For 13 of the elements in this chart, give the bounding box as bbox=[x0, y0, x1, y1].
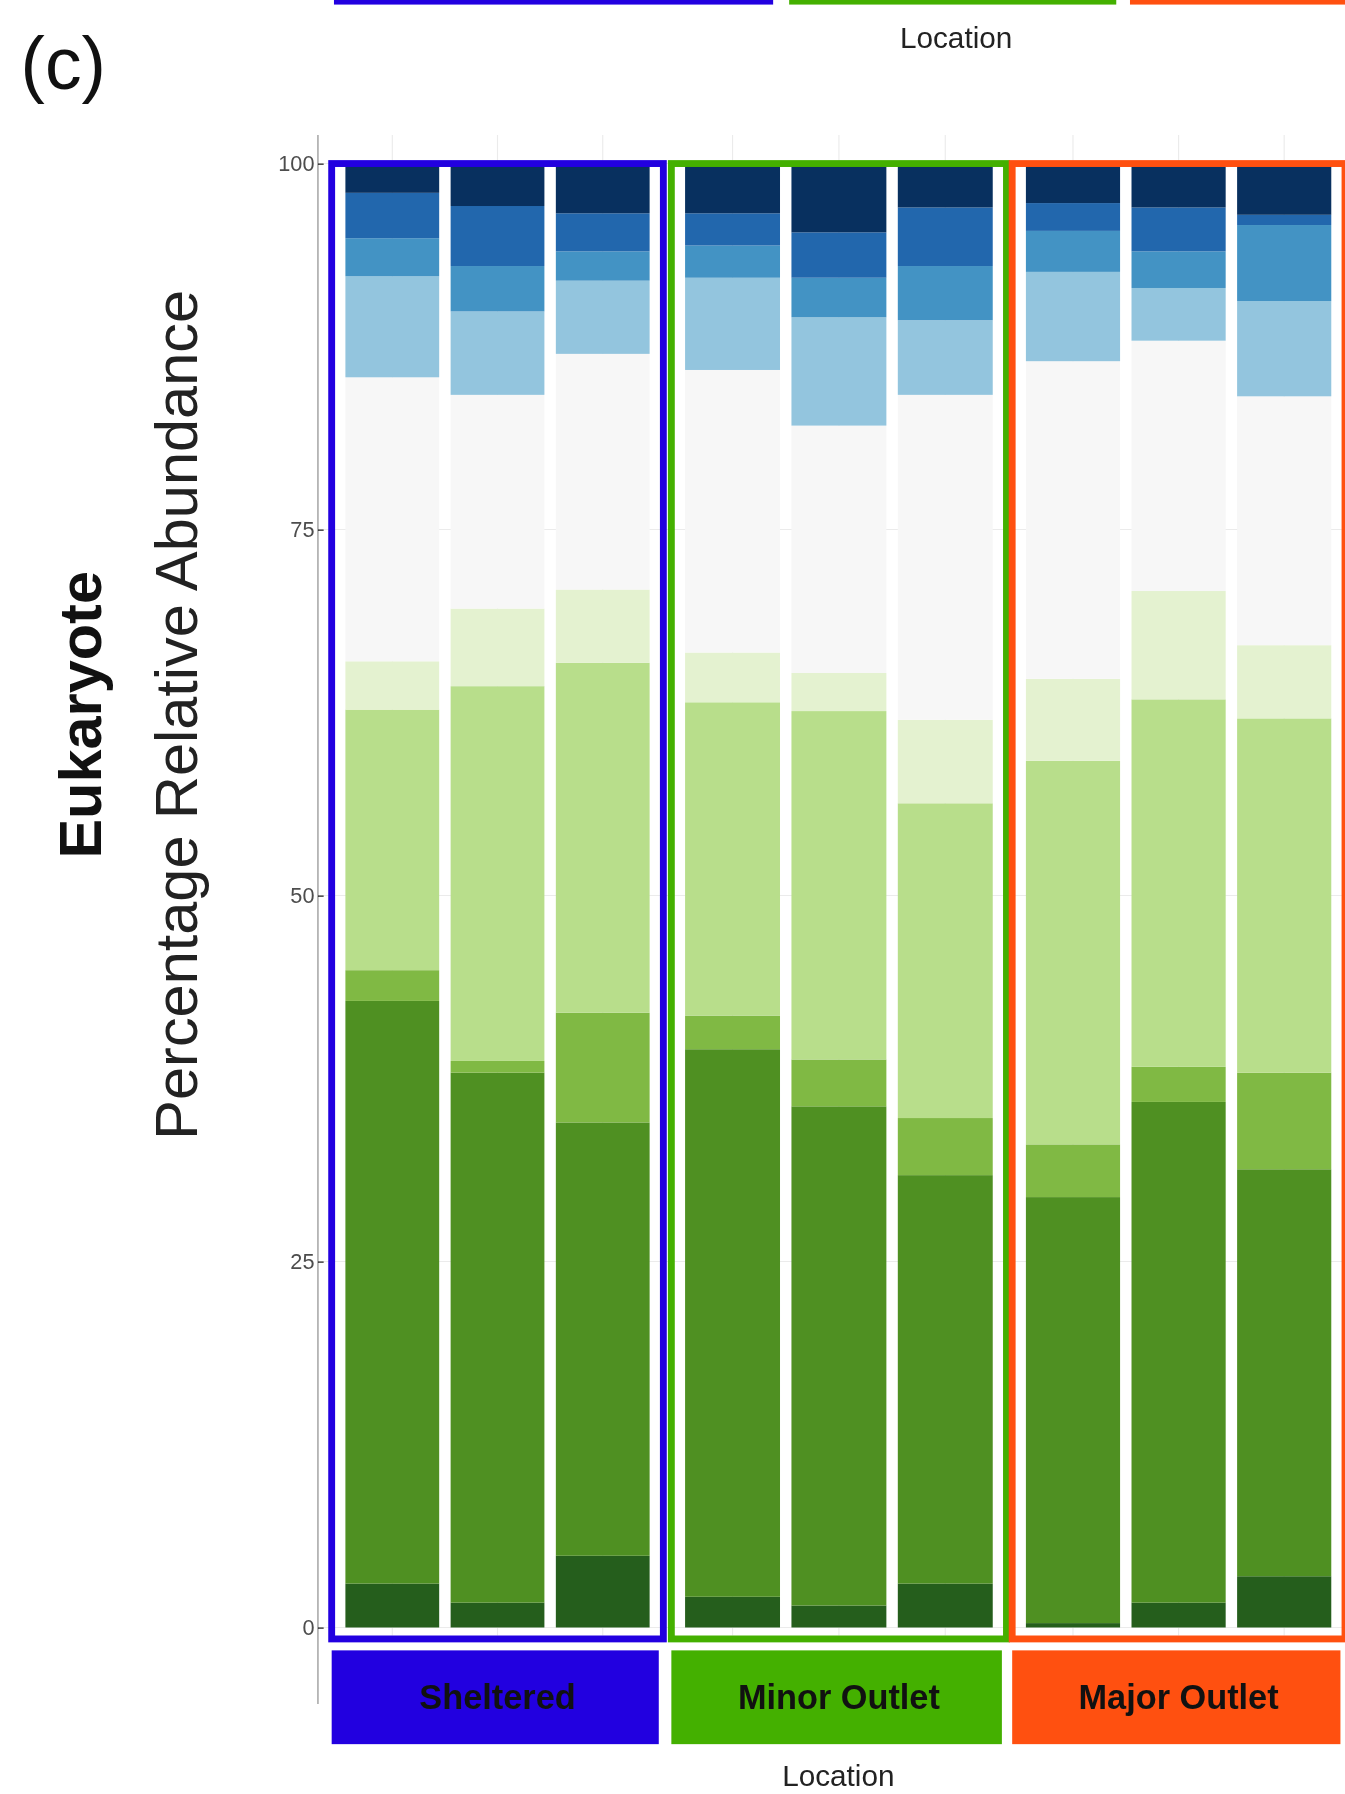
y-tick-label: 25 bbox=[290, 1249, 315, 1275]
text: Minor Outlet bbox=[737, 1677, 940, 1716]
y-axis-title: Percentage Relative Abundance bbox=[142, 289, 210, 1140]
text: Sheltered bbox=[419, 1677, 576, 1716]
y-tick-label: 100 bbox=[278, 151, 315, 177]
text: Major Outlet bbox=[1078, 1677, 1279, 1716]
y-tick-label: 50 bbox=[290, 883, 315, 909]
y-tick-label: 75 bbox=[290, 517, 315, 543]
x-axis-title: Location bbox=[782, 1759, 895, 1793]
text: Eukaryote bbox=[46, 571, 114, 859]
chart-title: (c) bbox=[20, 23, 106, 106]
text: Location bbox=[899, 21, 1013, 55]
y-tick-label: 0 bbox=[302, 1615, 315, 1641]
